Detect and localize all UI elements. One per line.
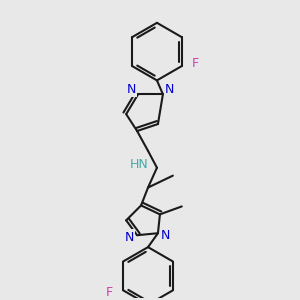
Text: HN: HN <box>130 158 148 171</box>
Text: F: F <box>192 56 199 70</box>
Text: N: N <box>124 231 134 244</box>
Text: N: N <box>165 83 175 96</box>
Text: N: N <box>161 229 171 242</box>
Text: N: N <box>127 83 136 96</box>
Text: F: F <box>106 286 113 299</box>
